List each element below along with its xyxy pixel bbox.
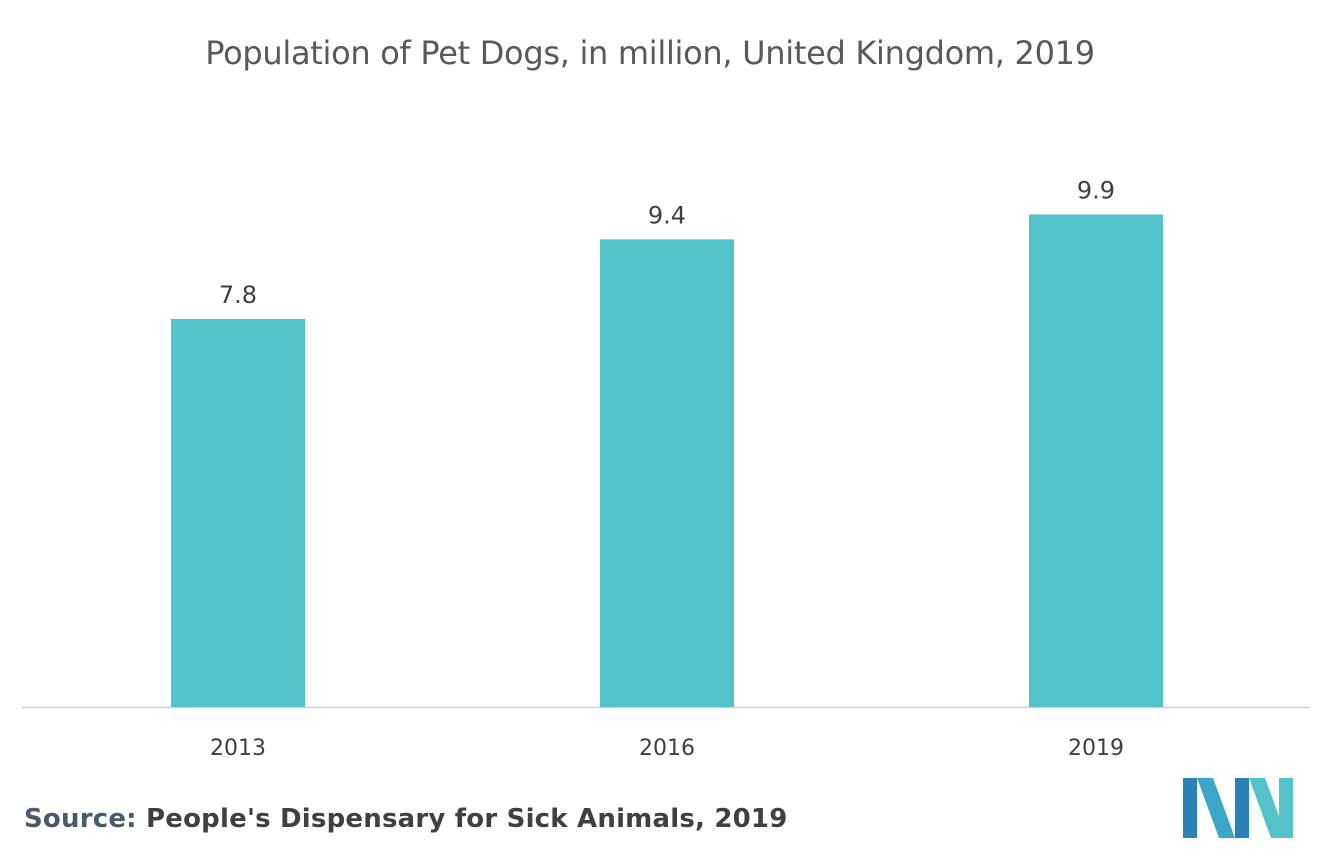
logo-middle-stroke <box>1197 778 1235 838</box>
source-prefix: Source: <box>24 804 137 834</box>
logo-left-stroke <box>1183 778 1197 838</box>
bars-layer <box>171 214 1163 707</box>
logo-end-stroke <box>1279 778 1293 838</box>
bar-2013 <box>171 318 305 707</box>
source-note: Source: People's Dispensary for Sick Ani… <box>24 804 788 834</box>
data-label-2016: 9.4 <box>648 201 686 229</box>
data-label-2013: 7.8 <box>219 281 257 309</box>
logo-right-stroke <box>1235 778 1249 838</box>
bar-2019 <box>1029 214 1163 707</box>
data-labels-layer: 7.8 9.4 9.9 <box>219 176 1115 308</box>
data-label-2019: 9.9 <box>1077 176 1115 204</box>
x-tick-label-2019: 2019 <box>1068 736 1124 761</box>
logo-diagonal-stroke <box>1249 778 1287 838</box>
x-tick-label-2013: 2013 <box>210 736 266 761</box>
x-tick-labels-layer: 2013 2016 2019 <box>210 736 1124 761</box>
bar-2016 <box>600 239 734 707</box>
brand-logo-icon <box>1183 778 1293 838</box>
source-text: People's Dispensary for Sick Animals, 20… <box>146 804 788 834</box>
chart-title: Population of Pet Dogs, in million, Unit… <box>205 34 1095 72</box>
x-tick-label-2016: 2016 <box>639 736 695 761</box>
